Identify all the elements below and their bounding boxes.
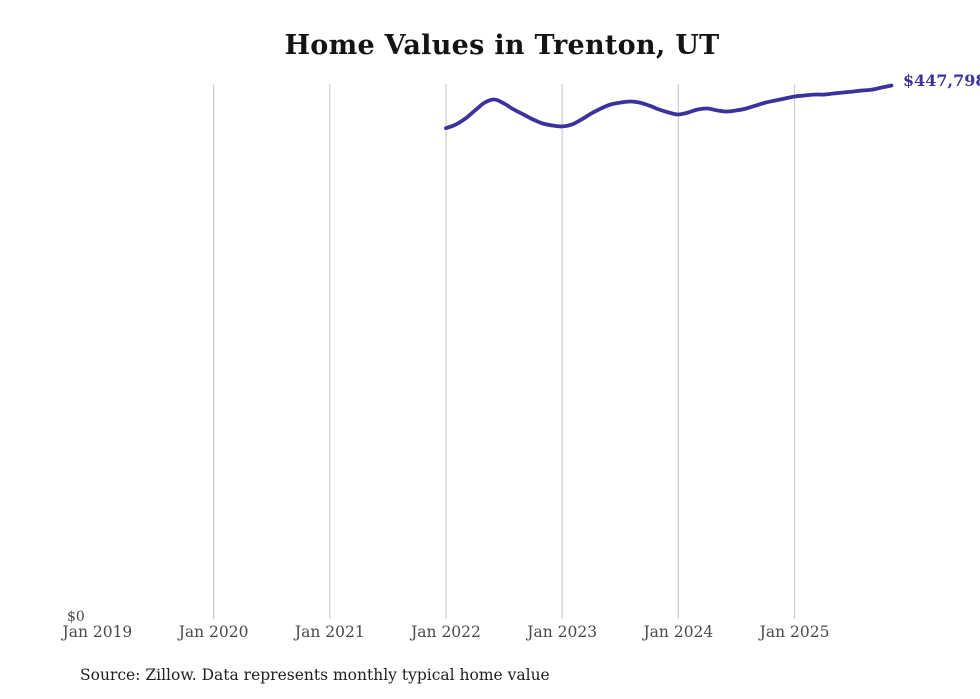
- y-axis-zero-label: $0: [67, 609, 85, 625]
- x-axis-label: Jan 2020: [178, 623, 249, 641]
- x-axis-label: Jan 2019: [62, 623, 133, 641]
- x-axis-label: Jan 2024: [643, 623, 714, 641]
- latest-value-label: $447,798: [903, 71, 980, 90]
- source-note: Source: Zillow. Data represents monthly …: [80, 666, 550, 684]
- x-axis-label: Jan 2025: [759, 623, 830, 641]
- x-axis-label: Jan 2023: [527, 623, 598, 641]
- page-title: Home Values in Trenton, UT: [284, 30, 720, 61]
- home-value-line: [444, 83, 894, 131]
- x-axis-label: Jan 2022: [411, 623, 481, 641]
- x-axis-label: Jan 2021: [294, 623, 365, 641]
